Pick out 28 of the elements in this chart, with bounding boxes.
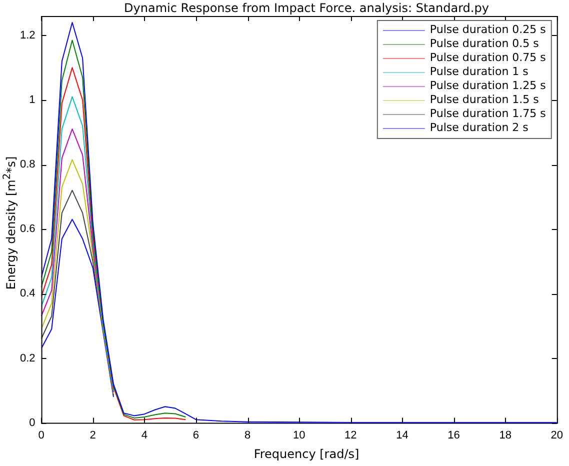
legend-label: Pulse duration 2 s (430, 120, 529, 134)
y-tick-label: 1.2 (20, 29, 36, 42)
x-tick-label: 0 (38, 429, 44, 442)
chart-title: Dynamic Response from Impact Force. analysis: Standard.py (123, 1, 490, 15)
x-tick-label: 14 (396, 429, 408, 442)
y-tick-label: 0.2 (20, 352, 36, 364)
legend-label: Pulse duration 0.5 s (430, 36, 540, 50)
x-tick-label: 18 (499, 429, 512, 442)
legend-label: Pulse duration 1.75 s (430, 106, 546, 120)
y-tick-label: 0.4 (20, 288, 36, 300)
x-tick-label: 10 (292, 429, 306, 442)
y-tick-label: 0 (29, 416, 36, 429)
legend-label: Pulse duration 1.25 s (430, 78, 546, 92)
legend-label: Pulse duration 1 s (430, 64, 529, 78)
x-tick-label: 8 (244, 429, 251, 442)
x-tick-label: 6 (192, 429, 200, 442)
x-axis-title: Frequency [rad/s] (252, 447, 360, 461)
x-tick-label: 4 (141, 429, 148, 442)
legend-label: Pulse duration 1.5 s (430, 92, 540, 106)
x-tick-label: 20 (550, 429, 564, 442)
y-tick-label: 0.6 (20, 223, 36, 236)
legend-label: Pulse duration 0.25 s (430, 22, 546, 36)
y-tick-label: 0.8 (20, 158, 36, 171)
x-tick-label: 16 (448, 429, 460, 442)
legend-label: Pulse duration 0.75 s (430, 50, 546, 64)
x-tick-label: 2 (90, 429, 96, 442)
x-tick-label: 12 (344, 429, 357, 442)
y-tick-label: 1 (29, 94, 36, 106)
